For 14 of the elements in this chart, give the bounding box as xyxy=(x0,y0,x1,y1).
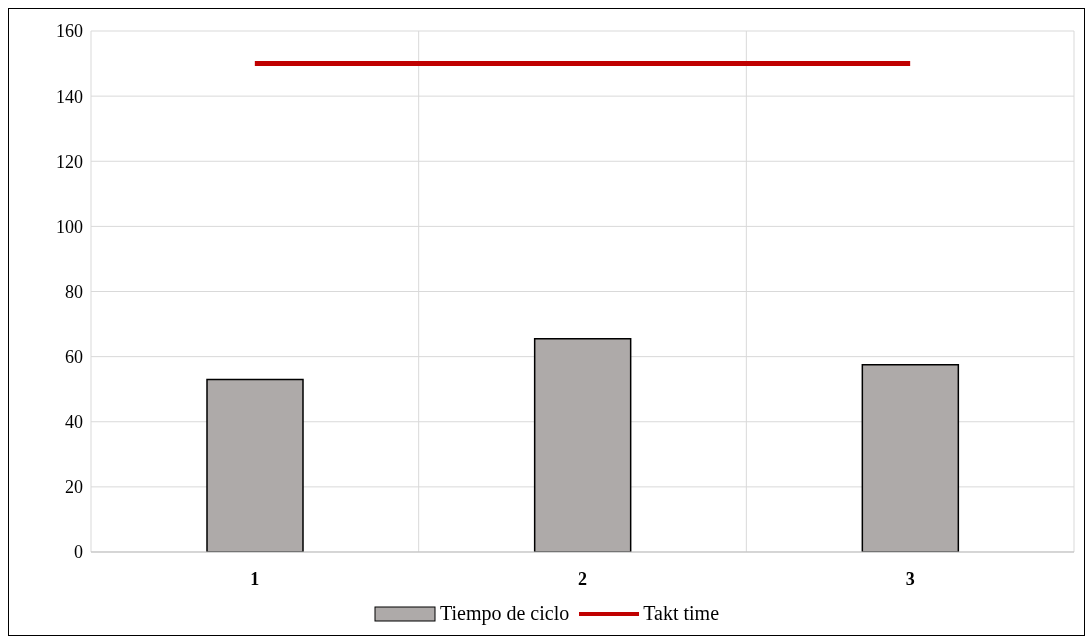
y-tick-label: 140 xyxy=(56,86,83,107)
y-tick-label: 100 xyxy=(56,216,83,237)
x-tick-label: 3 xyxy=(905,568,915,589)
x-tick-label: 1 xyxy=(250,568,260,589)
y-tick-label: 20 xyxy=(65,477,83,498)
x-tick-label: 2 xyxy=(578,568,587,589)
y-tick-label: 120 xyxy=(56,151,83,172)
y-tick-label: 160 xyxy=(56,21,83,42)
y-tick-label: 60 xyxy=(65,347,83,368)
y-tick-label: 80 xyxy=(65,281,83,302)
y-tick-label: 0 xyxy=(74,542,83,563)
y-tick-label: 40 xyxy=(65,412,83,433)
legend-label: Takt time xyxy=(642,602,720,625)
legend-label: Tiempo de ciclo xyxy=(438,602,570,625)
